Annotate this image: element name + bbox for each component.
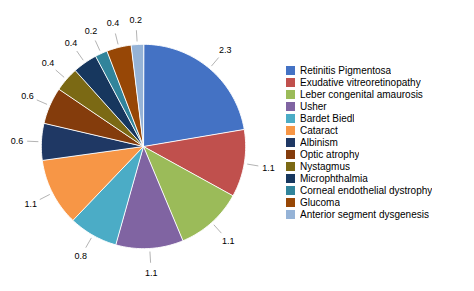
svg-text:0.4: 0.4 <box>42 58 55 68</box>
html-text:Anterior segment dysgenesis: Anterior segment dysgenesis <box>300 209 429 220</box>
svg-text:0.2: 0.2 <box>130 14 143 24</box>
html-text:Exudative vitreoretinopathy: Exudative vitreoretinopathy <box>300 77 421 88</box>
svg-text:0.6: 0.6 <box>11 135 24 145</box>
svg-text:1.1: 1.1 <box>262 162 275 172</box>
svg-text:1.1: 1.1 <box>222 235 235 245</box>
svg-text:1.1: 1.1 <box>24 199 37 209</box>
svg-text:0.2: 0.2 <box>85 26 98 36</box>
html-text:Retinitis Pigmentosa: Retinitis Pigmentosa <box>300 65 392 76</box>
html-text:Cataract: Cataract <box>300 125 338 136</box>
html-text:Corneal endothelial dystrophy: Corneal endothelial dystrophy <box>300 185 433 196</box>
svg-text:0.4: 0.4 <box>107 18 120 28</box>
svg-text:0.8: 0.8 <box>74 251 87 261</box>
svg-text:0.6: 0.6 <box>21 90 34 100</box>
html-text:Usher: Usher <box>300 101 327 112</box>
html-text:Optic atrophy: Optic atrophy <box>300 149 360 160</box>
svg-text:2.3: 2.3 <box>219 44 232 54</box>
svg-text:1.1: 1.1 <box>145 267 158 277</box>
html-text:Leber congenital amaurosis: Leber congenital amaurosis <box>300 89 423 100</box>
svg-text:0.4: 0.4 <box>65 37 78 47</box>
html-text:Glucoma: Glucoma <box>300 197 340 208</box>
html-text:Nystagmus: Nystagmus <box>300 161 350 172</box>
html-text:Albinism: Albinism <box>300 137 338 148</box>
html-text:Microphthalmia: Microphthalmia <box>300 173 368 184</box>
html-text:Bardet Biedl: Bardet Biedl <box>300 113 355 124</box>
